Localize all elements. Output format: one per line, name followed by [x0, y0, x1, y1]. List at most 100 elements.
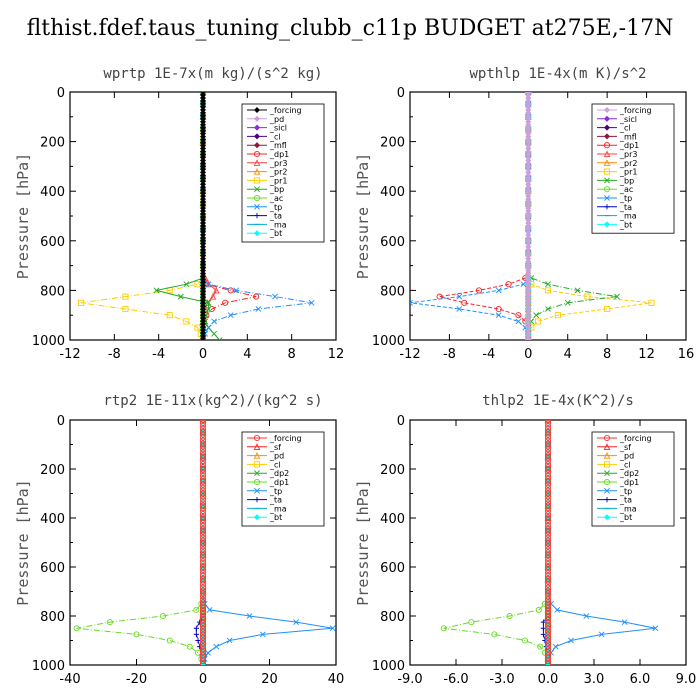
chart-3-zero-stem-point [544, 437, 552, 444]
chart-2-zero-stem-point [199, 566, 207, 573]
chart-2-series-tp-point [329, 625, 336, 632]
chart-1-legend-label: _ac [619, 185, 633, 194]
chart-1-series-pr1-point [544, 287, 552, 294]
chart-3-series-dp1-point [521, 637, 529, 644]
chart-0-legend-marker [253, 124, 261, 131]
chart-2-zero-stem-point [199, 525, 207, 532]
chart-2-series-dp1-line [76, 420, 204, 665]
chart-3-zero-stem-point [544, 625, 552, 632]
chart-3-series-dp1-line [443, 420, 549, 665]
chart-1-xtick-label: 12 [638, 347, 655, 360]
chart-0-legend-marker [253, 106, 261, 114]
chart-2-zero-stem-point [199, 443, 207, 450]
chart-2-legend-marker [253, 443, 261, 450]
chart-1-series-bp-point [533, 312, 540, 319]
chart-1-xtick-label: 0 [524, 347, 532, 360]
chart-3-zero-stem-point [544, 422, 552, 429]
chart-0-series-tp-point [227, 312, 234, 319]
chart-3-zero-stem-point [544, 484, 552, 491]
chart-0-legend-marker [253, 133, 261, 140]
chart-2-zero-stem-point [199, 555, 207, 562]
chart-1-ytick-label: 1000 [372, 334, 405, 349]
chart-1-legend-label: _sicl [619, 115, 637, 124]
chart-1-legend-marker [603, 142, 611, 149]
chart-1-series-tp-point [520, 281, 527, 288]
chart-3-zero-stem-point [544, 502, 552, 509]
chart-0-series-bp-point [205, 299, 212, 306]
chart-3-zero-stem-point [544, 619, 552, 626]
chart-1-series-bp-point [614, 293, 620, 300]
chart-2-zero-stem-point [199, 493, 207, 500]
chart-0-series-bp-line [156, 92, 220, 340]
chart-0-legend-label: _pd [269, 115, 284, 124]
chart-3-xtick-label: 0.0 [538, 672, 559, 687]
chart-3-series-dp1-point [440, 625, 447, 632]
chart-2-zero-stem-point [199, 655, 207, 662]
chart-0-series-tp-point [272, 293, 278, 300]
chart-0-legend-marker [253, 115, 261, 122]
chart-3-zero-stem-point [544, 608, 552, 615]
chart-3-ytick-label: 200 [380, 463, 405, 478]
chart-3-zero-stem-point [544, 660, 552, 665]
chart-1-series-tp-point [495, 287, 502, 294]
chart-2-legend-label: _cl [269, 460, 281, 469]
chart-3-zero-stem-point [544, 452, 552, 459]
chart-0-xtick-label: -8 [108, 347, 121, 360]
chart-3-legend-label: _sf [619, 443, 631, 452]
chart-1-series-pr1-point [584, 293, 591, 300]
chart-0-legend-label: _bp [269, 185, 284, 194]
chart-2-zero-stem-point [199, 469, 207, 476]
chart-2-zero-stem-point [199, 587, 207, 594]
chart-2-zero-stem-point [199, 516, 207, 524]
chart-2-zero-stem-point [199, 428, 207, 435]
chart-3-zero-stem-point [544, 496, 552, 503]
chart-3-zero-stem-point [544, 575, 552, 582]
chart-0-xtick-label: -12 [59, 347, 80, 360]
chart-2-zero-stem-point [199, 581, 207, 588]
chart-1-series-tp-point [410, 299, 413, 306]
chart-2-series-tp-point [205, 649, 211, 656]
chart-2-zero-stem-point [199, 496, 207, 503]
chart-0-legend-marker [254, 186, 260, 193]
chart-3-zero-stem-point [544, 472, 552, 479]
chart-2-zero-stem-point [199, 599, 207, 606]
chart-3-zero-stem-point [544, 528, 552, 535]
chart-3-zero-stem-point [544, 572, 552, 579]
chart-3-legend-label: _dp2 [619, 469, 639, 478]
chart-2-legend-marker [253, 478, 261, 486]
chart-3-zero-stem-point [544, 555, 552, 562]
chart-3-zero-stem-point [544, 440, 552, 447]
chart-3-zero-stem-point [544, 605, 552, 612]
chart-0-legend-label: _tp [269, 203, 282, 212]
chart-0-ytick-label: 1000 [32, 334, 65, 349]
chart-2-zero-stem-point [199, 513, 207, 521]
chart-2-series-dp1-point [106, 619, 113, 626]
chart-2-zero-stem-point [199, 534, 207, 541]
chart-3-series-dp1-point [506, 612, 513, 620]
chart-2-zero-stem-point [199, 563, 207, 571]
chart-1-plot-area [410, 92, 655, 340]
chart-2-legend-label: _ta [269, 496, 282, 505]
chart-2-zero-stem-point [199, 455, 207, 462]
chart-0-ytick-label: 400 [40, 185, 65, 200]
chart-3-zero-stem-point [544, 622, 552, 629]
chart-2-series-tp-point [213, 643, 220, 650]
chart-2-zero-stem-point [199, 543, 207, 550]
chart-3-zero-stem-point [544, 431, 552, 438]
chart-3-xtick-label: -9.0 [397, 672, 422, 687]
chart-2-zero-stem-point [199, 637, 207, 644]
chart-0-series-dp1-point [222, 299, 229, 306]
chart-1-title: wpthlp 1E-4x(m K)/s^2 [469, 66, 646, 82]
chart-3-zero-stem-point [544, 531, 552, 538]
chart-2-zero-stem-point [199, 505, 207, 512]
chart-3-zero-stem-point [544, 516, 552, 524]
chart-3-zero-stem-point [544, 425, 552, 432]
chart-2-zero-stem-point [199, 487, 207, 494]
chart-1-legend-marker [603, 150, 611, 158]
chart-3-zero-stem-point [544, 478, 552, 485]
chart-2-zero-stem-point [199, 449, 207, 456]
chart-2-zero-stem-point [199, 540, 207, 547]
chart-1-legend-marker [603, 168, 611, 175]
chart-1-legend-label: _ta [619, 203, 632, 212]
chart-2-legend-marker [254, 497, 260, 503]
